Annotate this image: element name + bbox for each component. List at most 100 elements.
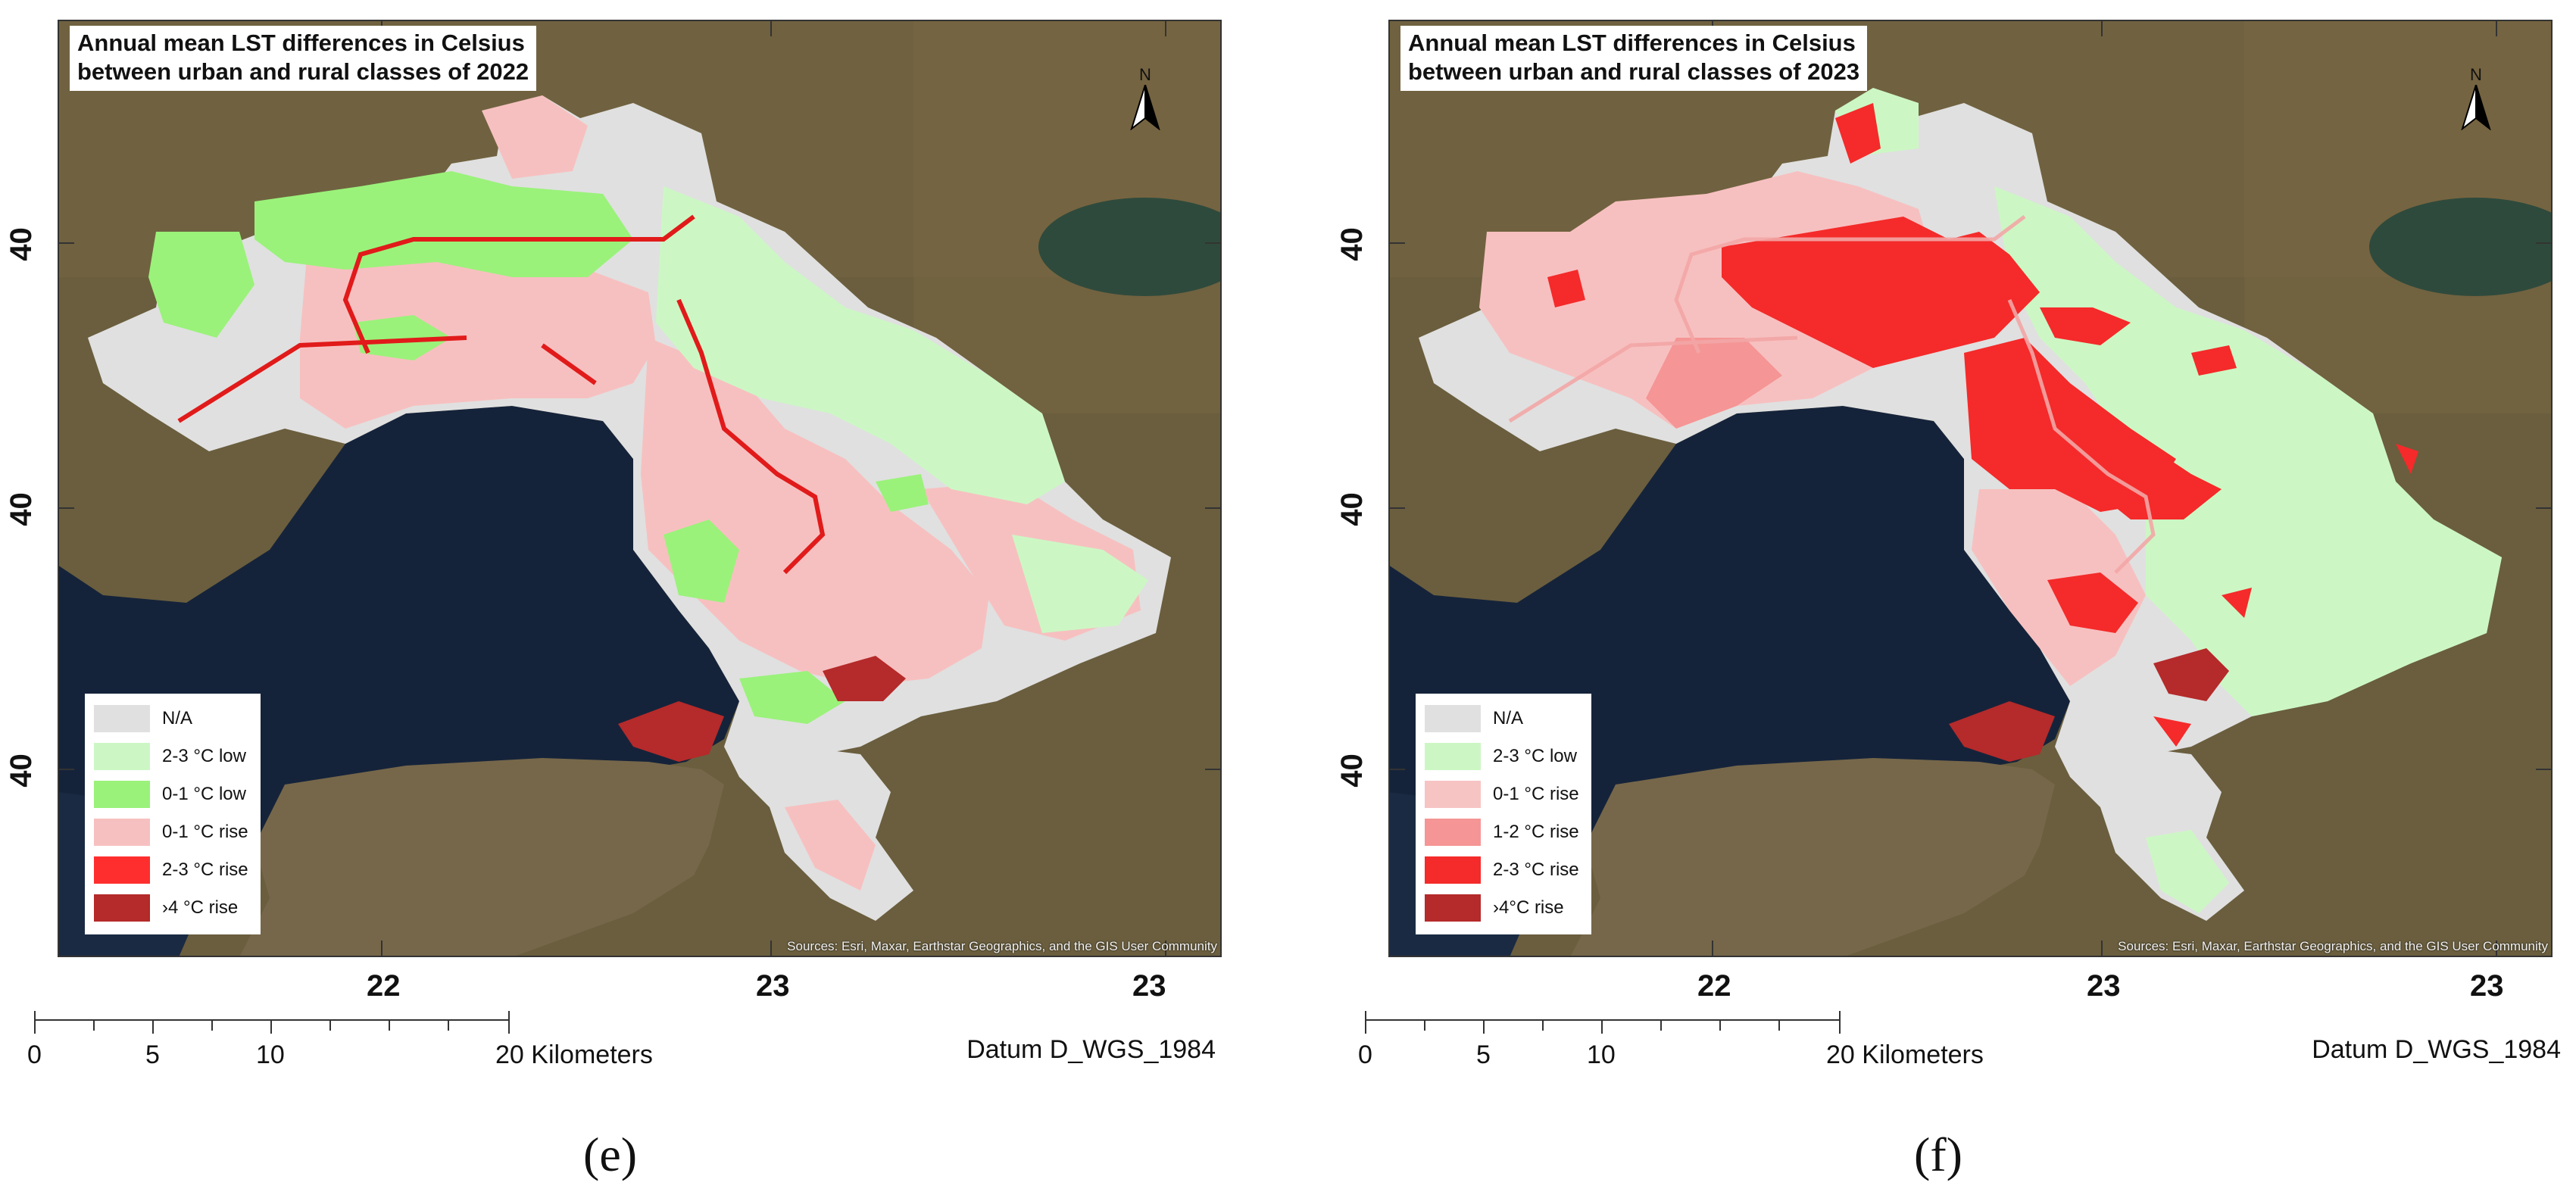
legend-swatch [94,894,150,922]
scale-number: 20 Kilometers [1826,1040,1984,1069]
zone-0-1-rise [641,338,989,686]
panel-caption: (f) [1914,1128,1962,1181]
legend-swatch [94,856,150,884]
scale-bar [34,1011,510,1034]
north-label: N [2470,65,2482,84]
map-title-line-2: between urban and rural classes of 2023 [1408,58,1860,85]
zone-0-1-low [353,315,451,360]
zone-2-3-rise [2085,429,2222,519]
legend-swatch [1425,856,1481,884]
legend-label: 2-3 °C rise [1493,859,1579,880]
roads [1508,215,2156,574]
lon-label: 23 [2470,969,2504,1003]
scale-bar [1365,1011,1841,1034]
zone-0-1-low [664,519,739,603]
legend-label: 2-3 °C low [1493,746,1577,766]
legend-item: 2-3 °C rise [94,851,248,889]
peninsula [239,758,724,957]
legend-label: 1-2 °C rise [1493,822,1579,842]
zone-2-3-rise [2153,716,2191,747]
zone-2-3-rise [2396,444,2418,474]
lon-label: 22 [367,969,401,1003]
legend-swatch [94,705,150,732]
zone-0-1-low [876,474,929,512]
legend-item: ›4°C rise [1425,889,1579,927]
map-title-line-1: Annual mean LST differences in Celsius [77,30,525,56]
peninsula [1570,758,2055,957]
lon-label: 23 [1132,969,1166,1003]
map-border [58,20,1222,957]
legend-swatch [94,781,150,808]
map-frame: Annual mean LST differences in Celsius b… [58,20,1222,957]
scale-number: 10 [256,1040,285,1069]
north-arrow-icon [2461,85,2491,130]
zone-0-1-rise [785,800,876,891]
zone-0-1-low [148,232,254,338]
road [177,335,467,423]
legend-item: 2-3 °C low [1425,738,1579,775]
zone-2-3-rise [2191,345,2237,376]
road [1508,335,1798,423]
legend-label: N/A [162,708,193,728]
map-title-line-2: between urban and rural classes of 2022 [77,58,529,85]
zone-4-rise [618,701,724,762]
map-legend: N/A 2-3 °C low 0-1 °C low 0-1 °C rise 2-… [85,694,261,934]
north-arrow: N [1129,65,1162,130]
legend-swatch [1425,781,1481,808]
legend-item: N/A [1425,700,1579,738]
basemap-source: Sources: Esri, Maxar, Earthstar Geograph… [787,939,1217,953]
zone-2-3-rise [1835,103,1881,164]
map-legend: N/A 2-3 °C low 0-1 °C rise 1-2 °C rise 2… [1416,694,1591,934]
lon-label: 23 [2087,969,2121,1003]
zone-2-3-low [2146,830,2229,913]
legend-swatch [1425,743,1481,770]
legend-label: ›4 °C rise [162,897,239,918]
scale-number: 10 [1587,1040,1616,1069]
roads-2-3-rise [177,214,826,575]
legend-item: ›4 °C rise [94,889,248,927]
zone-4-rise [1949,701,2055,762]
scale-number: 5 [145,1040,160,1069]
lake [2369,198,2553,296]
map-border [1388,20,2553,957]
legend-label: 2-3 °C rise [162,859,248,880]
north-arrow: N [2459,65,2493,130]
zone-1-2-rise [1646,338,1782,429]
legend-label: 0-1 °C rise [162,822,248,842]
legend-item: 1-2 °C rise [1425,813,1579,851]
legend-label: 2-3 °C low [162,746,246,766]
lat-label: 40 [1335,492,1369,526]
basemap-source: Sources: Esri, Maxar, Earthstar Geograph… [2118,939,2548,953]
road [1674,215,2026,354]
legend-item: 0-1 °C rise [94,813,248,851]
lat-label: 40 [4,227,38,261]
road [541,343,597,385]
datum-label: Datum D_WGS_1984 [966,1035,1216,1064]
lon-label: 23 [756,969,790,1003]
lon-label: 22 [1697,969,1731,1003]
datum-label: Datum D_WGS_1984 [2312,1035,2561,1064]
zone-2-3-rise [2047,572,2138,633]
panel-caption: (e) [583,1128,638,1181]
zone-2-3-rise [1547,270,1585,307]
graticule-ticks [58,20,1222,957]
map-panel-f: Annual mean LST differences in Celsius b… [1304,0,2576,1201]
road [342,214,695,354]
map-panel-e: Annual mean LST differences in Celsius b… [0,0,1272,1201]
lat-label: 40 [4,492,38,526]
legend-item: 2-3 °C low [94,738,248,775]
legend-label: 0-1 °C rise [1493,784,1579,804]
map-title: Annual mean LST differences in Celsius b… [1400,26,1868,91]
zone-2-3-rise [2040,307,2131,345]
legend-item: 0-1 °C rise [1425,775,1579,813]
legend-swatch [94,743,150,770]
zone-2-3-rise [1722,217,2040,368]
legend-swatch [1425,819,1481,846]
legend-item: N/A [94,700,248,738]
scale-number: 5 [1476,1040,1491,1069]
road [2007,299,2156,574]
legend-swatch [94,819,150,846]
zone-2-3-low [656,186,1065,504]
map-canvas [58,20,1222,957]
map-frame: Annual mean LST differences in Celsius b… [1388,20,2553,957]
